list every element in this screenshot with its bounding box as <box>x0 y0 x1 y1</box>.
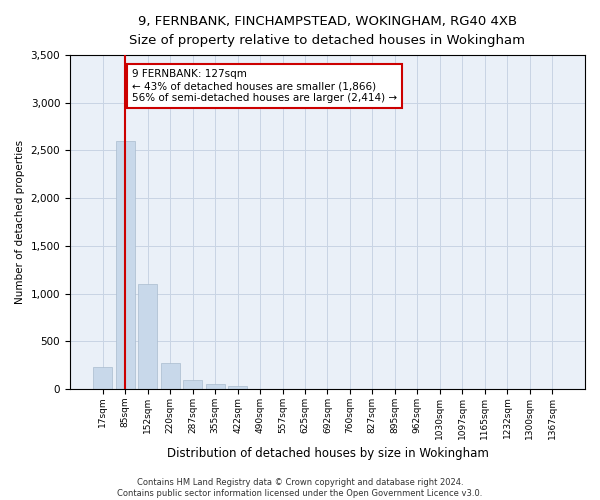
Bar <box>161 363 180 389</box>
Bar <box>228 386 247 389</box>
Bar <box>116 141 135 389</box>
Y-axis label: Number of detached properties: Number of detached properties <box>15 140 25 304</box>
Bar <box>94 367 112 389</box>
X-axis label: Distribution of detached houses by size in Wokingham: Distribution of detached houses by size … <box>167 447 488 460</box>
Text: Contains HM Land Registry data © Crown copyright and database right 2024.
Contai: Contains HM Land Registry data © Crown c… <box>118 478 482 498</box>
Bar <box>206 384 225 389</box>
Title: 9, FERNBANK, FINCHAMPSTEAD, WOKINGHAM, RG40 4XB
Size of property relative to det: 9, FERNBANK, FINCHAMPSTEAD, WOKINGHAM, R… <box>130 15 526 47</box>
Bar <box>138 284 157 389</box>
Bar <box>183 380 202 389</box>
Text: 9 FERNBANK: 127sqm
← 43% of detached houses are smaller (1,866)
56% of semi-deta: 9 FERNBANK: 127sqm ← 43% of detached hou… <box>132 70 397 102</box>
